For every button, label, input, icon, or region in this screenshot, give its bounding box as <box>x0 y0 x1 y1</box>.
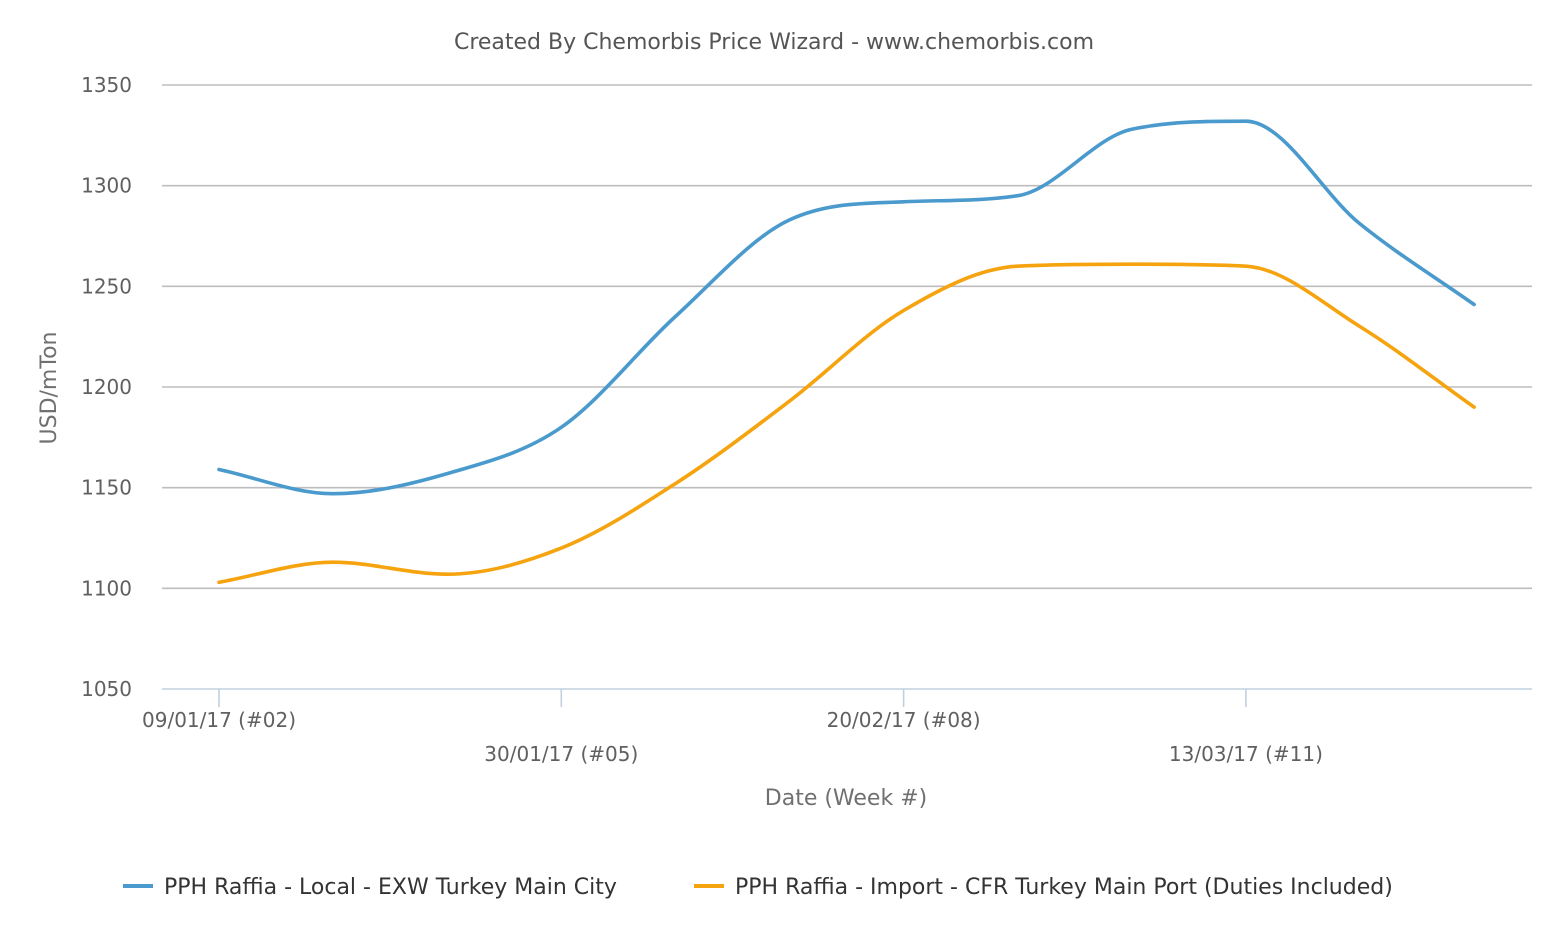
y-tick-label: 1350 <box>81 73 132 97</box>
x-axis: 09/01/17 (#02) 30/01/17 (#05) 20/02/17 (#0… <box>142 688 1532 766</box>
y-tick-label: 1300 <box>81 174 132 198</box>
x-tick-label: 13/03/17 (#11) <box>1169 742 1323 766</box>
legend: PPH Raffia - Local - EXW Turkey Main Cit… <box>123 875 1393 900</box>
x-tick-label: 30/01/17 (#05) <box>484 742 638 766</box>
legend-label-1[interactable]: PPH Raffia - Local - EXW Turkey Main Cit… <box>164 875 617 900</box>
y-axis: 1050 1100 1150 1200 1250 1300 1350 <box>81 73 132 701</box>
y-tick-label: 1250 <box>81 274 132 298</box>
y-tick-label: 1050 <box>81 677 132 701</box>
legend-label-2[interactable]: PPH Raffia - Import - CFR Turkey Main Po… <box>735 875 1393 900</box>
y-tick-label: 1100 <box>81 576 132 600</box>
y-axis-title: USD/mTon <box>37 332 62 445</box>
y-tick-label: 1150 <box>81 476 132 500</box>
series-lines <box>217 119 1476 585</box>
series-line-2 <box>217 262 1476 585</box>
chart-title: Created By Chemorbis Price Wizard - www.… <box>454 30 1094 55</box>
gridlines <box>162 84 1532 590</box>
y-tick-label: 1200 <box>81 375 132 399</box>
x-tick-label: 20/02/17 (#08) <box>827 708 981 732</box>
series-line-1 <box>217 119 1476 496</box>
x-tick-label: 09/01/17 (#02) <box>142 708 296 732</box>
x-axis-title: Date (Week #) <box>765 786 927 811</box>
